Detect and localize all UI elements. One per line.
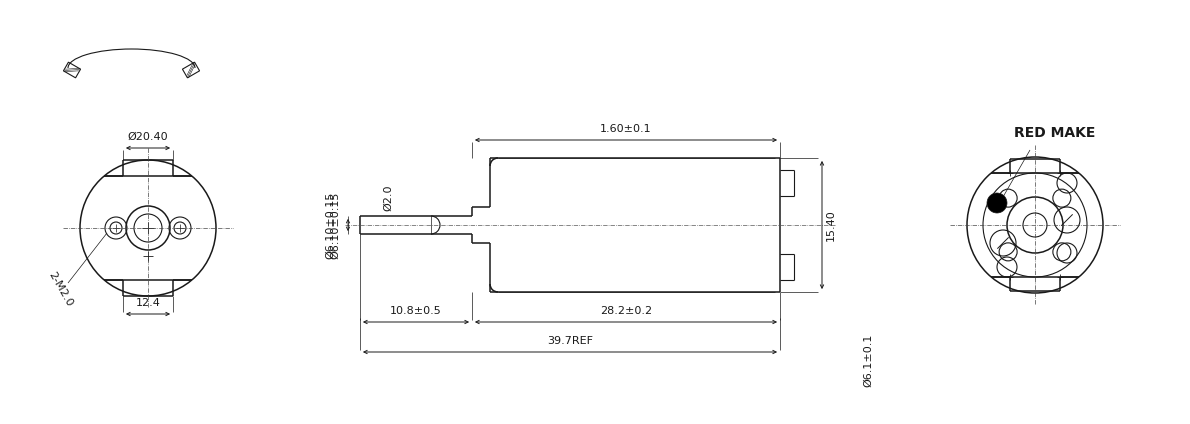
Text: Ø6.10±0.15: Ø6.10±0.15 <box>330 191 340 259</box>
Text: 12.4: 12.4 <box>136 298 161 308</box>
Text: Ø20.40: Ø20.40 <box>127 132 168 142</box>
Text: 10.8±0.5: 10.8±0.5 <box>390 306 441 316</box>
Text: RED MAKE: RED MAKE <box>1014 126 1096 140</box>
Text: 28.2±0.2: 28.2±0.2 <box>600 306 652 316</box>
Text: 2-M2.0: 2-M2.0 <box>46 270 74 308</box>
Text: Ø6.10±0.15: Ø6.10±0.15 <box>325 191 336 259</box>
Text: 15.40: 15.40 <box>826 209 837 241</box>
Text: Ø2.0: Ø2.0 <box>383 185 393 211</box>
Circle shape <box>987 193 1007 213</box>
Text: 39.7REF: 39.7REF <box>547 336 593 346</box>
Text: Ø6.1±0.1: Ø6.1±0.1 <box>863 333 873 387</box>
Text: 1.60±0.1: 1.60±0.1 <box>600 124 652 134</box>
